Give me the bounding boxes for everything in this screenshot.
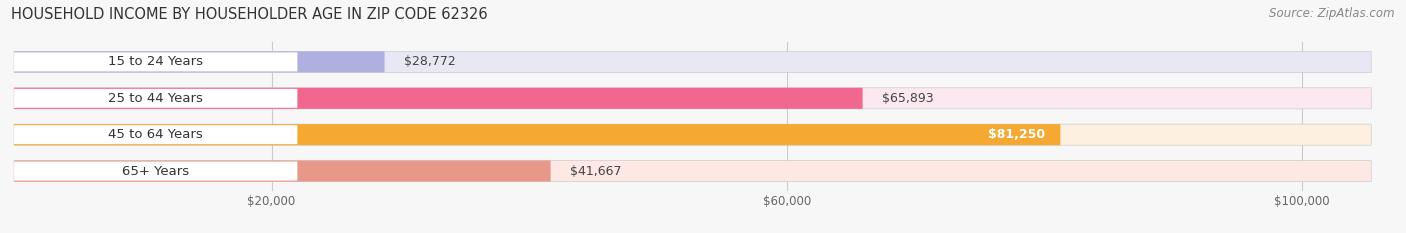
Text: $41,667: $41,667	[569, 164, 621, 178]
Text: 15 to 24 Years: 15 to 24 Years	[108, 55, 204, 69]
Text: $28,772: $28,772	[404, 55, 456, 69]
FancyBboxPatch shape	[14, 125, 297, 144]
FancyBboxPatch shape	[14, 161, 551, 182]
Text: 45 to 64 Years: 45 to 64 Years	[108, 128, 202, 141]
FancyBboxPatch shape	[14, 52, 297, 72]
Text: $81,250: $81,250	[988, 128, 1045, 141]
Text: HOUSEHOLD INCOME BY HOUSEHOLDER AGE IN ZIP CODE 62326: HOUSEHOLD INCOME BY HOUSEHOLDER AGE IN Z…	[11, 7, 488, 22]
FancyBboxPatch shape	[14, 88, 863, 109]
FancyBboxPatch shape	[14, 51, 1371, 72]
Text: 25 to 44 Years: 25 to 44 Years	[108, 92, 202, 105]
Text: $65,893: $65,893	[882, 92, 934, 105]
FancyBboxPatch shape	[14, 88, 1371, 109]
FancyBboxPatch shape	[14, 124, 1371, 145]
Text: Source: ZipAtlas.com: Source: ZipAtlas.com	[1270, 7, 1395, 20]
FancyBboxPatch shape	[14, 161, 297, 181]
FancyBboxPatch shape	[14, 51, 385, 72]
FancyBboxPatch shape	[14, 124, 1060, 145]
Text: 65+ Years: 65+ Years	[122, 164, 190, 178]
FancyBboxPatch shape	[14, 89, 297, 108]
FancyBboxPatch shape	[14, 161, 1371, 182]
